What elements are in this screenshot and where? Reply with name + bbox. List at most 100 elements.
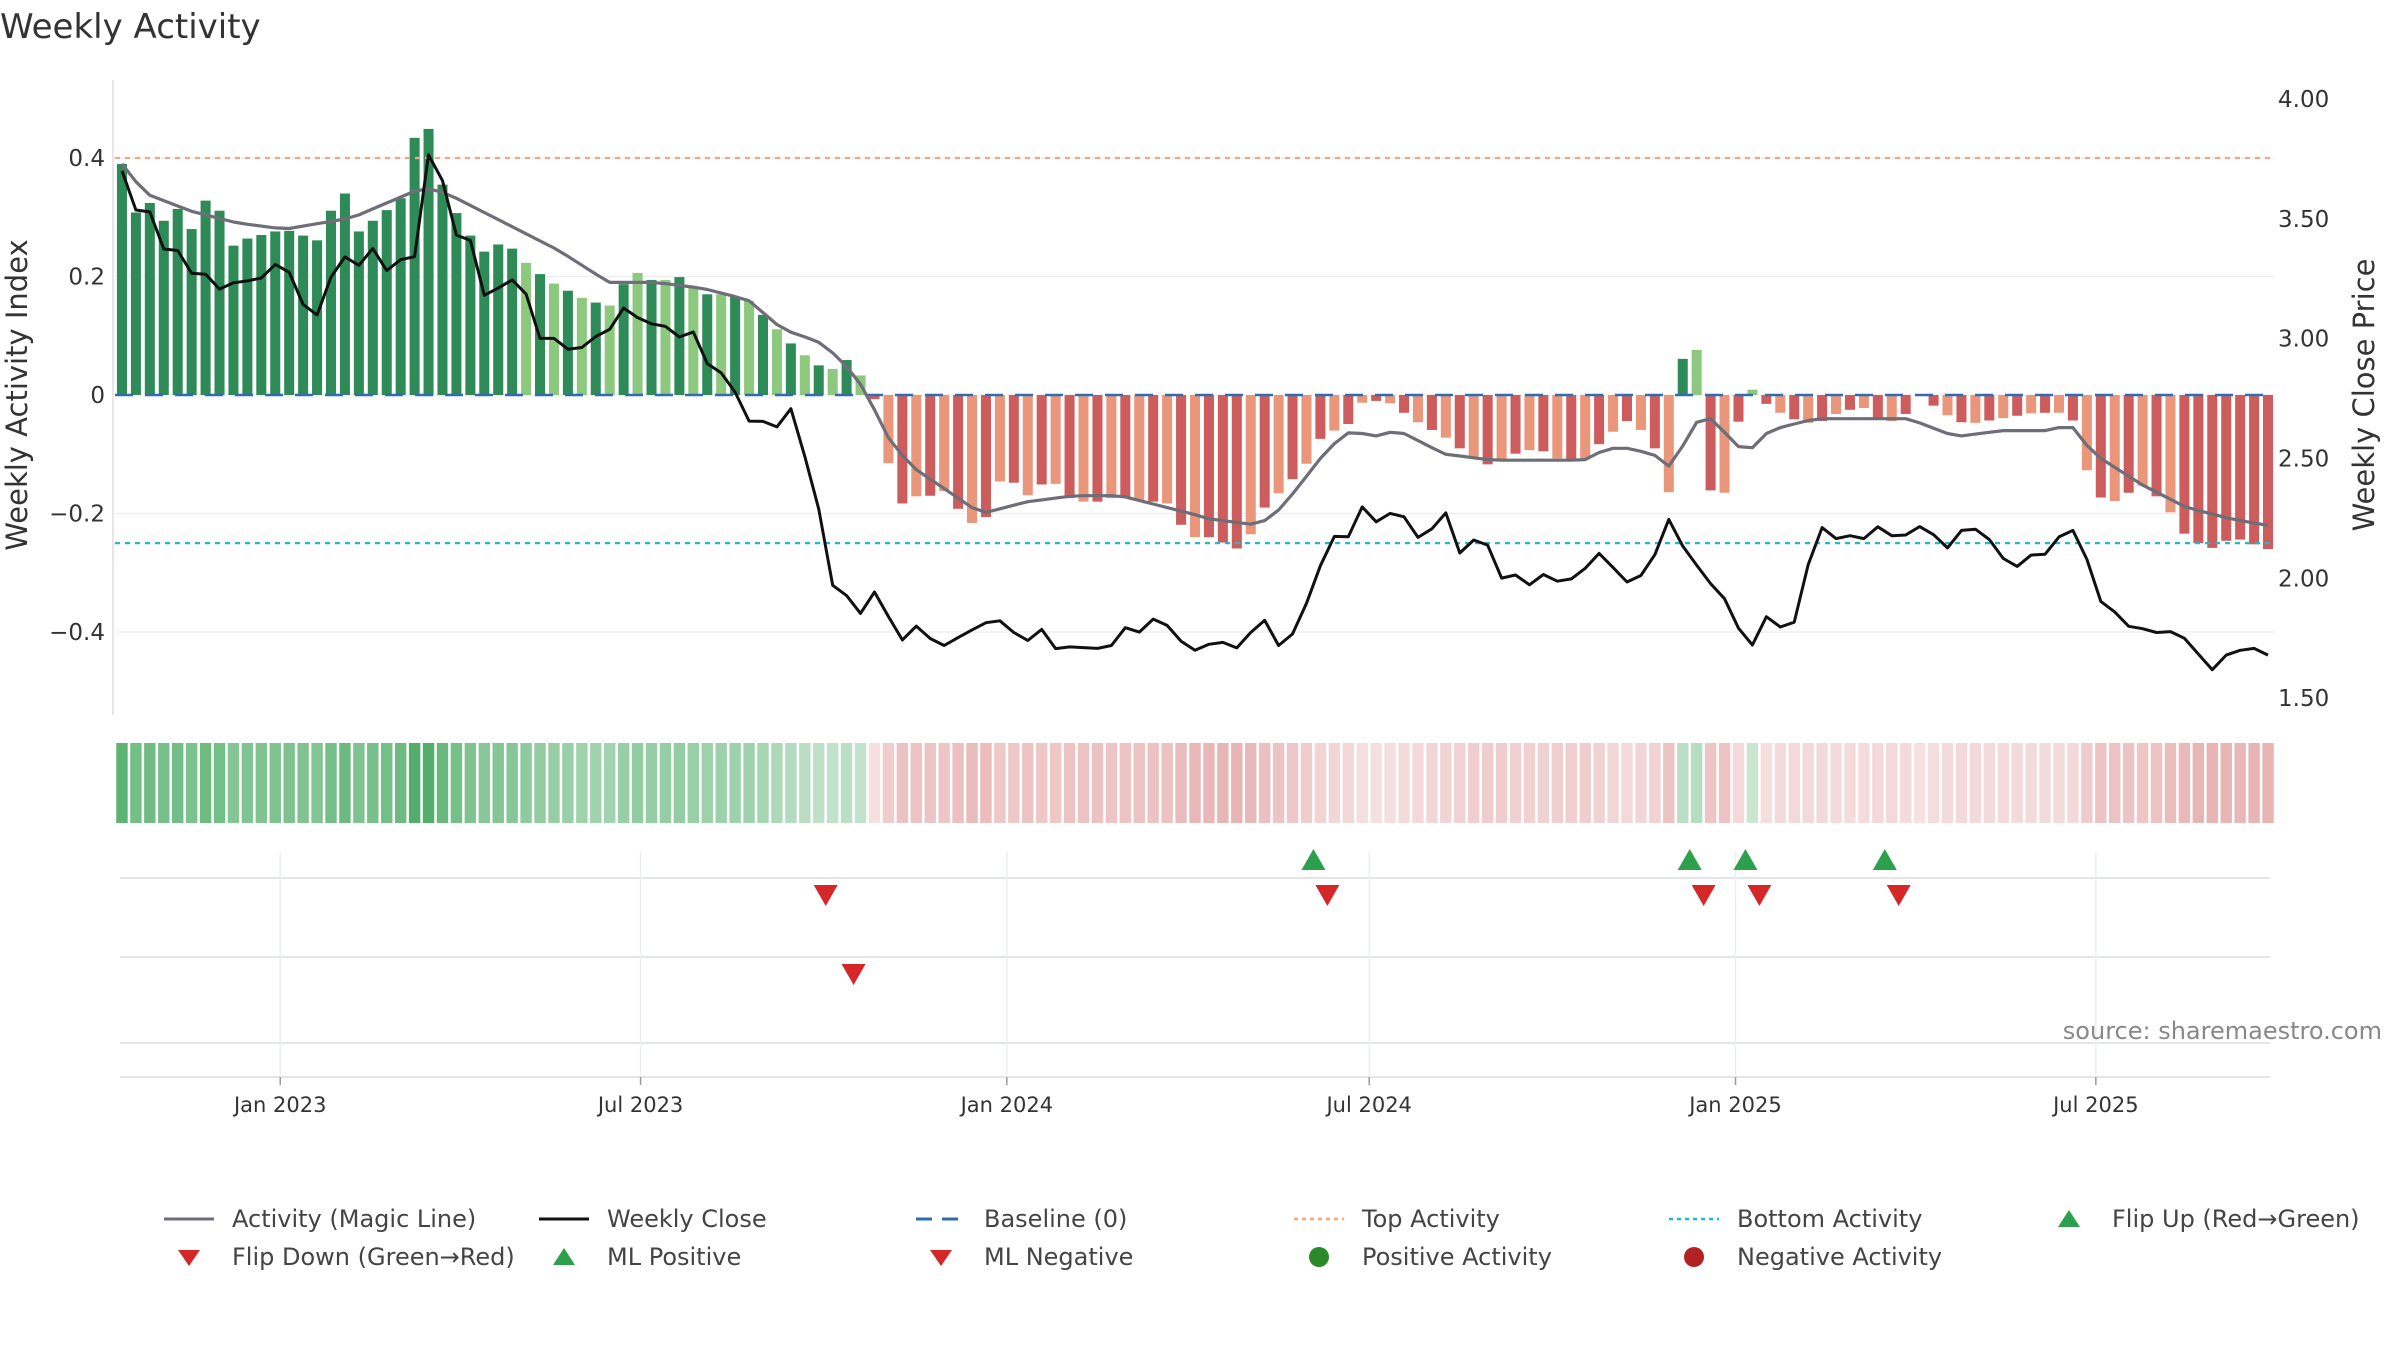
activity-bar [1468,395,1479,458]
activity-bar [1956,395,1967,423]
heat-cell [2164,743,2177,823]
legend-symbol [930,1250,952,1266]
activity-bar [381,210,392,395]
activity-bar [562,290,573,395]
activity-bar [799,355,810,395]
heat-cell [422,743,435,823]
heat-cell [1844,743,1856,823]
activity-bar [2151,395,2162,497]
activity-bar [130,212,141,395]
activity-bar [1189,395,1201,538]
x-tick-label: Jul 2025 [2051,1093,2138,1117]
heat-cell [1774,743,1787,823]
heat-cell [1077,743,1090,823]
heat-cell [994,743,1006,823]
heat-cell [715,743,727,823]
activity-bar [493,244,504,395]
heat-cell [910,743,923,823]
activity-bar [1803,395,1814,423]
heat-cell [1635,743,1647,823]
heat-cell [1690,743,1703,823]
heat-cell [1649,743,1661,823]
activity-bar [632,272,643,395]
heat-cell [799,743,811,823]
flip-up-marker [1872,849,1897,870]
activity-bar [1385,395,1396,404]
activity-bar [1482,395,1493,465]
activity-bar [1761,395,1772,404]
activity-bar [1900,395,1911,414]
activity-bar [813,365,824,395]
legend-symbol [1294,1217,1344,1221]
legend-symbol [1309,1247,1329,1267]
heat-cell [590,743,602,823]
legend-symbol [553,1248,575,1265]
flip-down-marker [1886,885,1911,906]
activity-bar [1538,395,1549,452]
activity-bar [1970,395,1981,423]
legend-label: Top Activity [1362,1205,1500,1233]
activity-bar [298,235,309,395]
activity-bar [2109,395,2120,502]
flip-down-marker [813,885,838,906]
activity-bar [2040,395,2051,413]
activity-bar [1064,395,1075,499]
activity-bar [1858,395,1869,409]
y-left-tick-label: −0.2 [49,502,105,528]
legend-item: Top Activity [1290,1205,1500,1233]
heat-cell [506,743,518,823]
activity-bar [785,343,796,395]
activity-bar [1022,395,1033,496]
heat-cell [2136,743,2149,823]
heat-cell [1941,743,1954,823]
heat-cell [645,743,658,823]
heat-cell [2095,743,2107,823]
activity-bar [2193,395,2204,544]
heat-cell [896,743,909,823]
y-right-tick-label: 3.50 [2278,207,2329,233]
heat-cell [1872,743,1884,823]
heat-cell [868,743,881,823]
activity-bar [883,395,894,464]
activity-bar [1872,395,1883,419]
heat-cell [1969,743,1982,823]
activity-bar [1635,395,1646,430]
activity-bar [1287,395,1298,480]
heat-cell [701,743,713,823]
heat-cell [2248,743,2260,823]
activity-bar [451,213,462,395]
activity-bar [1817,395,1828,422]
heat-cell [966,743,978,823]
magic-line-series [120,162,2269,527]
heat-cell [1913,743,1926,823]
heat-cell [2220,743,2232,823]
heat-cell [659,743,672,823]
heat-cell [1579,743,1591,823]
legend-label: Bottom Activity [1737,1205,1923,1233]
heat-cell [1899,743,1912,823]
heat-cell [1203,743,1215,823]
heat-cell [1300,743,1313,823]
activity-bar [228,245,239,395]
activity-bar [1677,358,1688,395]
heat-cell [1551,743,1564,823]
activity-bar [1120,395,1131,497]
chart-title: Weekly Activity [0,7,261,47]
heat-cell [1286,743,1299,823]
heat-cell [1621,743,1633,823]
activity-bar [1329,395,1340,431]
activity-bar [2179,395,2190,534]
activity-bar [2123,395,2134,493]
heat-cell [1788,743,1800,823]
heat-cell [813,743,825,823]
activity-bar [1621,395,1633,422]
activity-bar [744,300,755,395]
heat-cell [1314,743,1327,823]
activity-bar [1245,395,1256,535]
heat-cell [116,743,128,823]
heat-cell [2081,743,2093,823]
activity-bar [1566,395,1577,461]
activity-bar [1440,395,1451,438]
heat-cell [840,743,853,823]
